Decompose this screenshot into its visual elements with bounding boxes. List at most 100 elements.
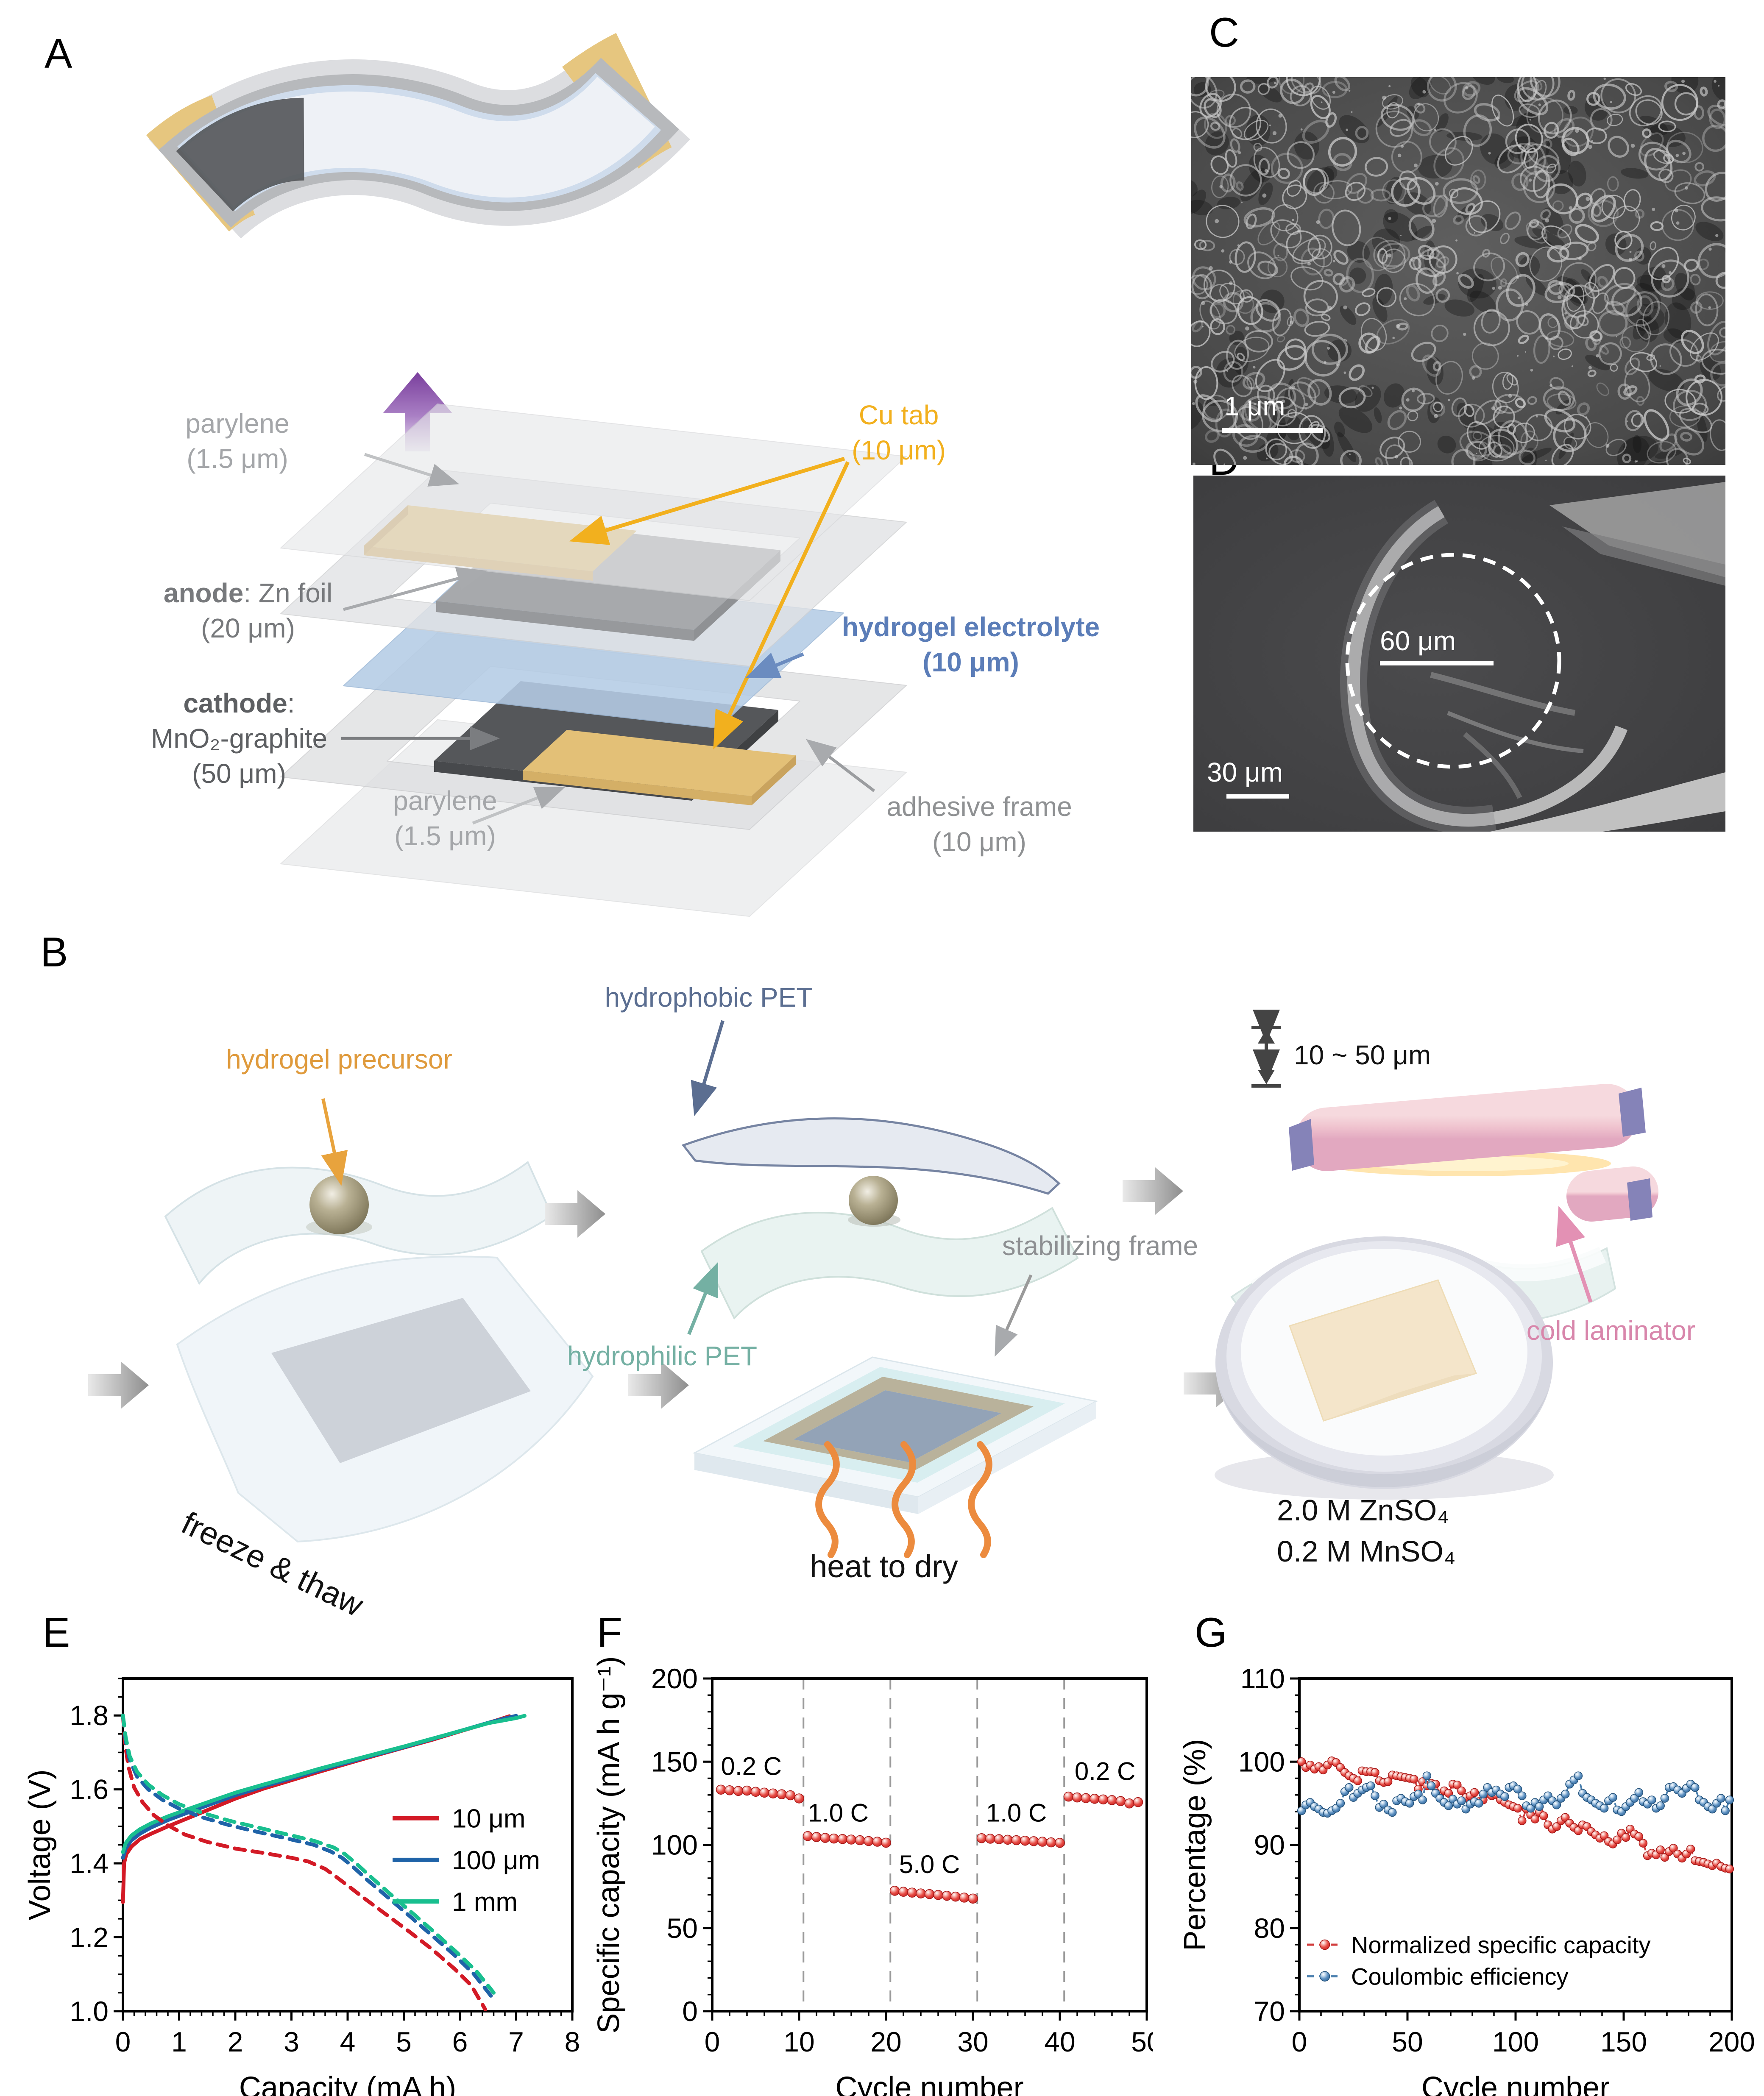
- panel-f-letter: F: [597, 1609, 623, 1656]
- svg-text:Cycle number: Cycle number: [1421, 2071, 1610, 2096]
- svg-text:100: 100: [1238, 1746, 1285, 1777]
- flow-arrow-4: [628, 1361, 689, 1409]
- cu-tab-arrow-1: [569, 456, 845, 545]
- sem-image-rolled: 60 μm 30 μm: [1193, 476, 1725, 832]
- step1-precursor-art: [164, 1098, 553, 1285]
- svg-text:8: 8: [565, 2026, 580, 2057]
- parylene-top-arrow: [364, 453, 460, 487]
- svg-text:10: 10: [783, 2026, 814, 2057]
- hydrogel-arrow: [745, 652, 804, 679]
- svg-text:0: 0: [115, 2026, 131, 2057]
- label-hydrophilic-pet: hydrophilic PET: [567, 1341, 758, 1371]
- diameter-d-text: 60 μm: [1380, 626, 1456, 656]
- panel-a-letter: A: [45, 30, 73, 77]
- svg-text:200: 200: [651, 1663, 698, 1694]
- svg-text:150: 150: [651, 1746, 698, 1777]
- label-electrolyte-1: 2.0 M ZnSO₄: [1277, 1494, 1449, 1527]
- svg-text:1.0 C: 1.0 C: [808, 1799, 869, 1827]
- svg-text:1.6: 1.6: [70, 1774, 109, 1805]
- svg-text:40: 40: [1044, 2026, 1075, 2057]
- svg-text:Specific capacity (mA h g⁻¹): Specific capacity (mA h g⁻¹): [592, 1656, 626, 2033]
- svg-text:150: 150: [1600, 2026, 1647, 2057]
- svg-text:100: 100: [651, 1829, 698, 1861]
- svg-text:30: 30: [957, 2026, 988, 2057]
- panel-b-letter: B: [40, 929, 69, 975]
- svg-text:100 μm: 100 μm: [452, 1846, 540, 1875]
- svg-text:80: 80: [1254, 1912, 1285, 1944]
- svg-text:50: 50: [667, 1912, 698, 1944]
- label-thickness: 10 ~ 50 μm: [1294, 1040, 1431, 1070]
- svg-text:Cycle number: Cycle number: [835, 2071, 1023, 2096]
- label-parylene-top: parylene (1.5 μm): [185, 408, 290, 474]
- svg-text:0.2 C: 0.2 C: [1075, 1757, 1135, 1785]
- compress-arrow: [383, 372, 452, 451]
- label-hydrogel-precursor: hydrogel precursor: [226, 1044, 452, 1074]
- exploded-stack-art: [280, 404, 907, 917]
- anode-arrow: [343, 567, 487, 611]
- step4-freeze-art: [176, 1255, 594, 1543]
- label-parylene-bottom: parylene (1.5 μm): [393, 785, 497, 852]
- svg-text:1.0 C: 1.0 C: [986, 1799, 1047, 1827]
- svg-text:Normalized specific capacity: Normalized specific capacity: [1351, 1932, 1650, 1958]
- label-heat-to-dry: heat to dry: [810, 1549, 958, 1584]
- step5-dry-art: [692, 1274, 1098, 1558]
- scalebar-c-text: 1 μm: [1224, 391, 1285, 421]
- label-cathode: cathode: MnO₂-graphite (50 μm): [150, 688, 328, 789]
- svg-text:1 mm: 1 mm: [452, 1887, 518, 1917]
- step6-dish-art: [1215, 1236, 1554, 1500]
- svg-text:70: 70: [1254, 1996, 1285, 2027]
- svg-text:Coulombic efficiency: Coulombic efficiency: [1351, 1963, 1569, 1990]
- svg-text:5.0 C: 5.0 C: [899, 1850, 960, 1879]
- svg-text:5: 5: [396, 2026, 412, 2057]
- panel-c-letter: C: [1209, 9, 1240, 56]
- svg-text:50: 50: [1131, 2026, 1153, 2057]
- cu-tab-arrow-2: [713, 461, 850, 750]
- svg-text:0: 0: [1292, 2026, 1307, 2057]
- svg-text:Percentage (%): Percentage (%): [1178, 1739, 1212, 1951]
- svg-text:1: 1: [171, 2026, 187, 2057]
- svg-text:1.4: 1.4: [70, 1848, 109, 1879]
- svg-text:0.2 C: 0.2 C: [721, 1752, 782, 1781]
- svg-text:4: 4: [340, 2026, 356, 2057]
- svg-text:20: 20: [870, 2026, 901, 2057]
- svg-text:50: 50: [1392, 2026, 1423, 2057]
- flow-arrow-1: [545, 1190, 605, 1238]
- chart-rate-capability: 0 10 20 30 40 50 0 50 100 150 200 Cycle number Speci…: [592, 1656, 1153, 2096]
- label-hydrophobic-pet: hydrophobic PET: [605, 982, 813, 1013]
- svg-text:Voltage (V): Voltage (V): [23, 1769, 57, 1920]
- step2-sandwich-art: [681, 1020, 1079, 1335]
- chart-voltage-capacity: 0 1 2 3 4 5 6 7 8 1.0 1.2 1.4 1.6 1.8 Capacity (mA h) V…: [23, 1677, 580, 2096]
- chart-cycling-stability: 0 50 100 150 200 70 80 90 100 110 Cycle number Perc…: [1178, 1663, 1755, 2096]
- svg-text:10 μm: 10 μm: [452, 1804, 526, 1834]
- panel-g-letter: G: [1195, 1609, 1228, 1656]
- parylene-bottom-arrow: [472, 787, 566, 825]
- svg-text:7: 7: [508, 2026, 524, 2057]
- label-stabilizing-frame: stabilizing frame: [1002, 1230, 1198, 1261]
- svg-text:6: 6: [452, 2026, 468, 2057]
- panel-e-letter: E: [42, 1609, 71, 1656]
- label-cu-tab: Cu tab (10 μm): [852, 400, 946, 466]
- label-adhesive-frame: adhesive frame (10 μm): [886, 791, 1072, 857]
- svg-text:Capacity (mA h): Capacity (mA h): [239, 2071, 456, 2096]
- label-hydrogel-electrolyte: hydrogel electrolyte (10 μm): [842, 612, 1100, 678]
- flexible-battery-art: [146, 33, 690, 239]
- svg-text:3: 3: [284, 2026, 299, 2057]
- sem-image-porous: 1 μm: [1191, 77, 1725, 465]
- svg-text:200: 200: [1708, 2026, 1755, 2057]
- label-cold-laminator: cold laminator: [1526, 1315, 1696, 1346]
- svg-text:0: 0: [705, 2026, 720, 2057]
- svg-text:0: 0: [682, 1996, 698, 2027]
- label-anode: anode: Zn foil (20 μm): [163, 578, 333, 644]
- svg-text:1.0: 1.0: [70, 1996, 109, 2027]
- svg-text:90: 90: [1254, 1829, 1285, 1861]
- svg-text:2: 2: [228, 2026, 243, 2057]
- scalebar-d-text: 30 μm: [1207, 757, 1283, 788]
- label-electrolyte-2: 0.2 M MnSO₄: [1277, 1535, 1456, 1568]
- flow-arrow-2: [1123, 1167, 1183, 1215]
- svg-text:100: 100: [1492, 2026, 1539, 2057]
- svg-text:1.8: 1.8: [70, 1700, 109, 1731]
- flow-arrow-3: [88, 1361, 149, 1409]
- adhesive-arrow: [805, 739, 875, 792]
